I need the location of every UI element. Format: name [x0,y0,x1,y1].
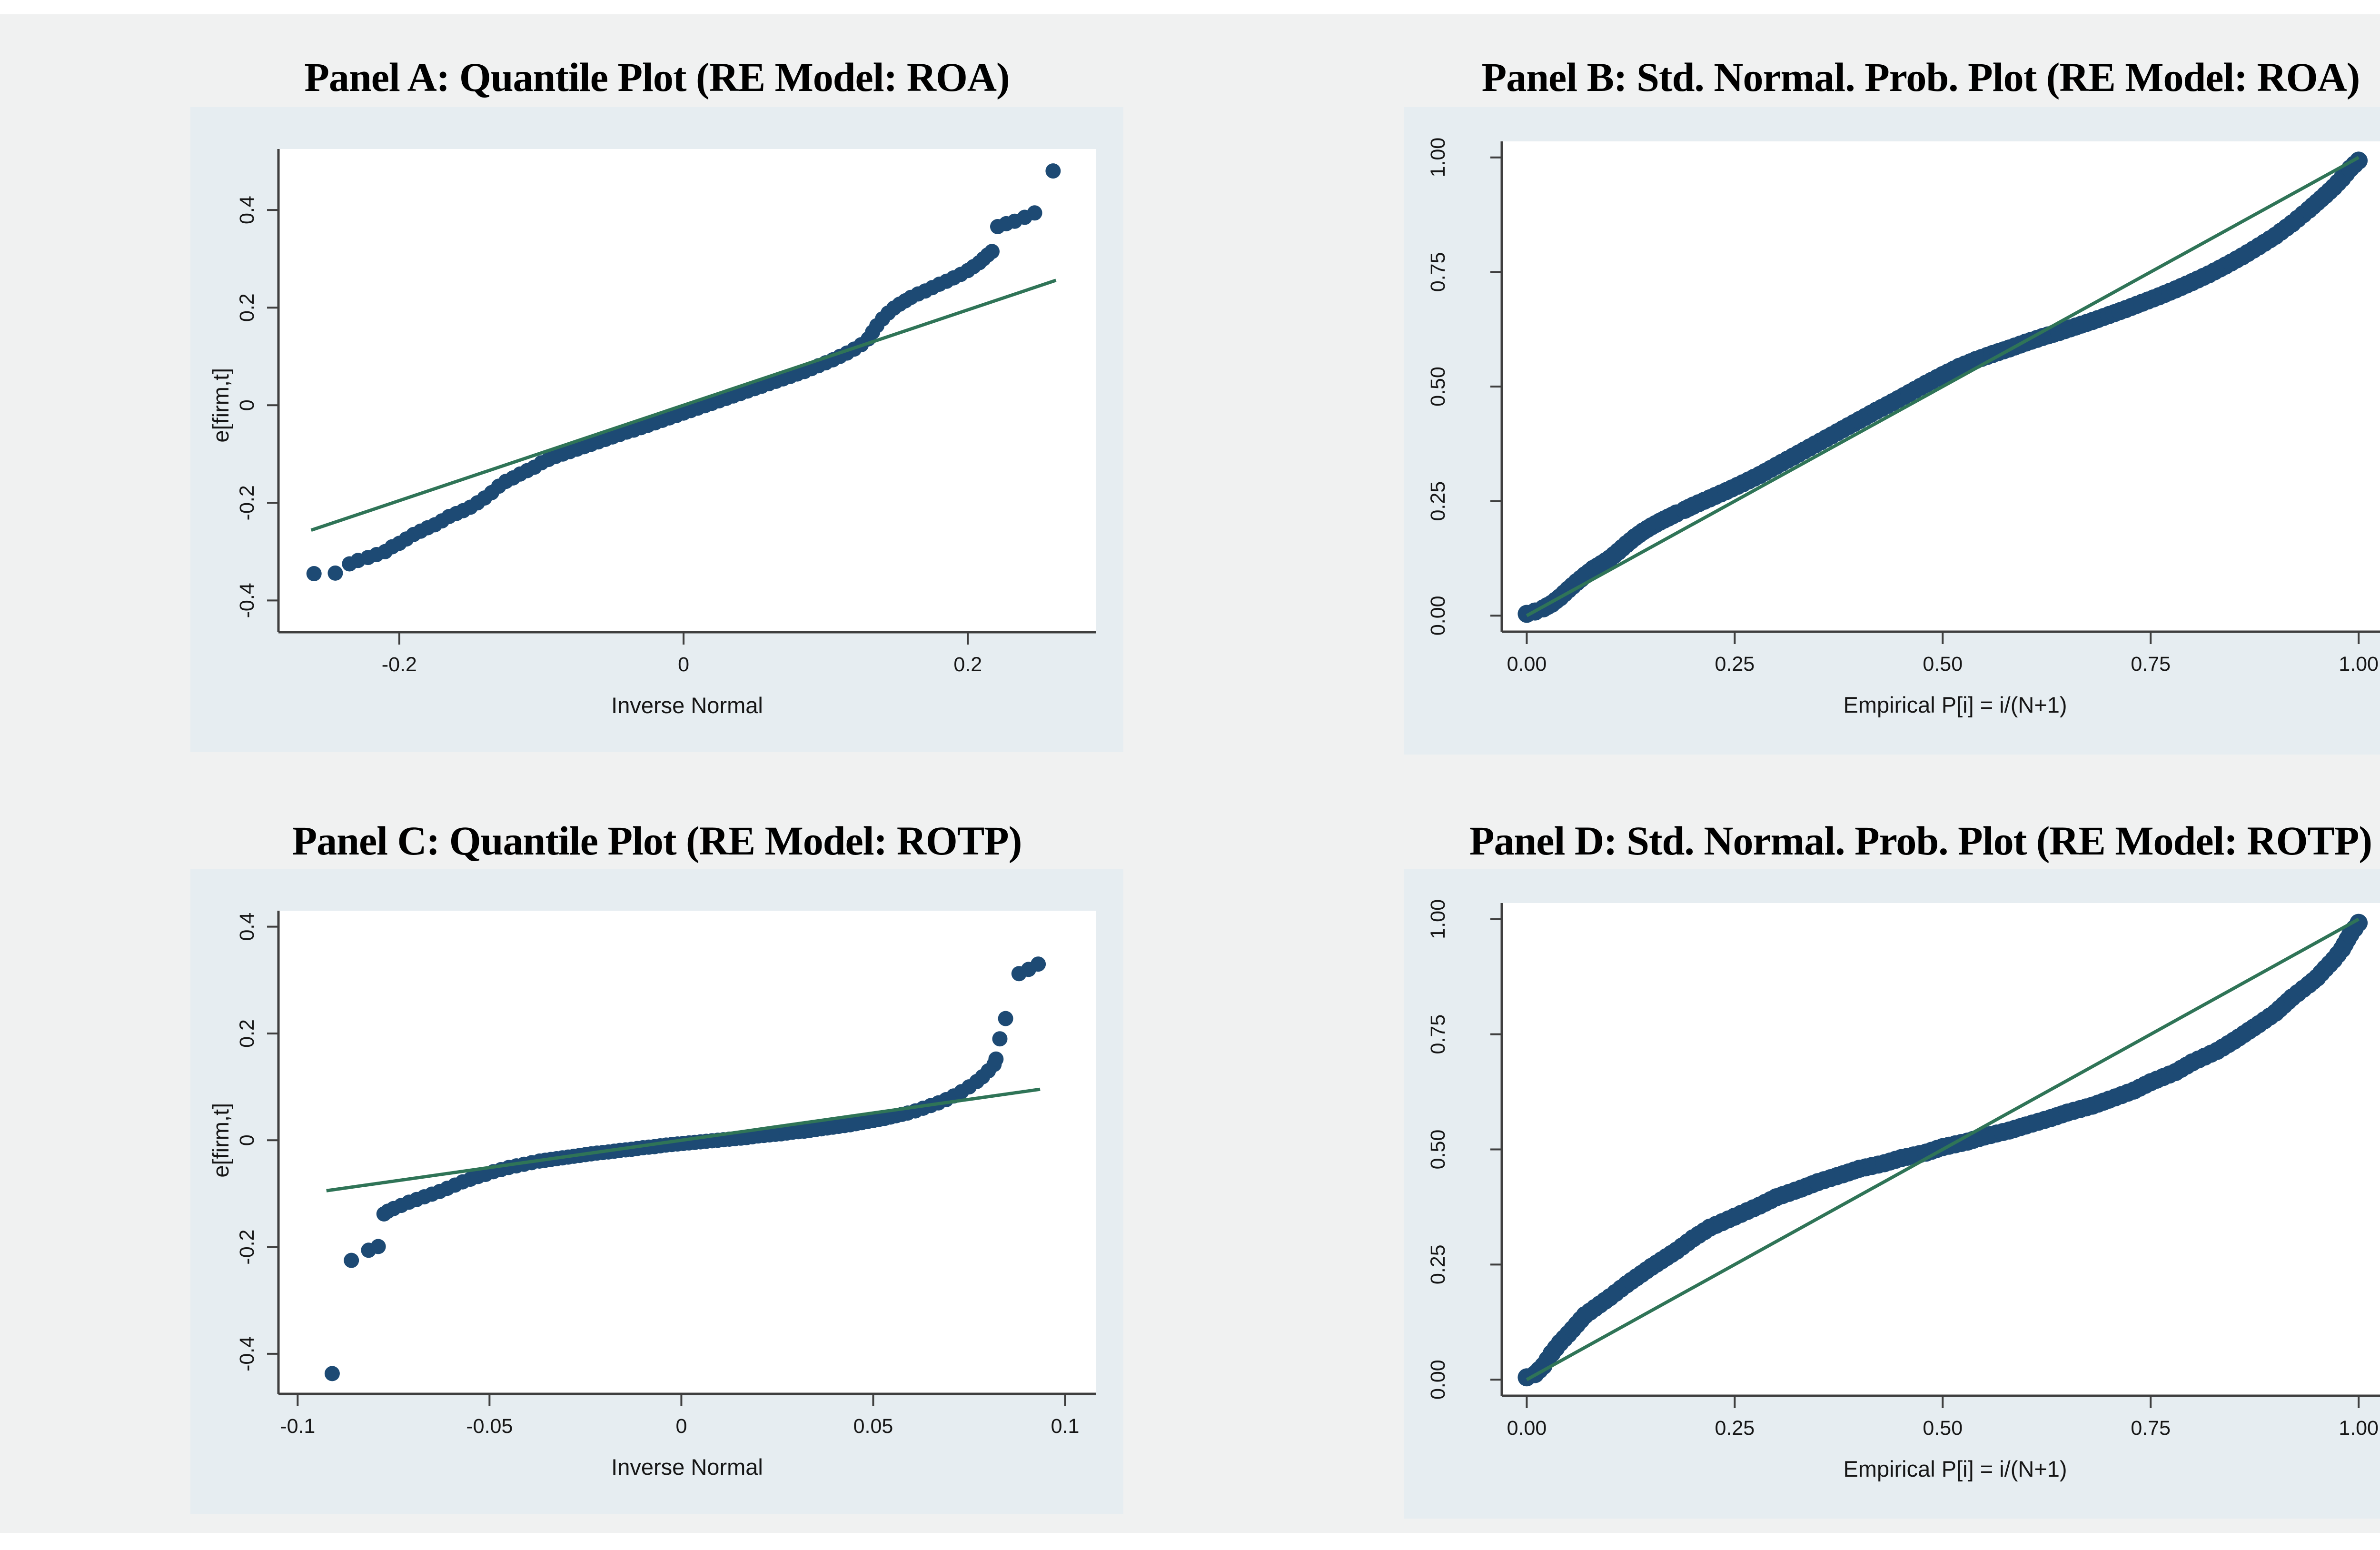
quantile-plot-rotp: -0.1 -0.05 0 0.05 0.1 -0.4 -0.2 0 0.2 0.4 Inverse … [208,911,1096,1480]
svg-text:-0.05: -0.05 [466,1415,513,1438]
svg-text:0: 0 [236,1134,258,1146]
panel-b-plot-region: 0.00 0.25 0.50 0.75 1.00 0.00 0.25 0.50 0.75 1.00… [1404,107,2380,755]
svg-text:Empirical P[i] = i/(N+1): Empirical P[i] = i/(N+1) [1843,1456,2067,1481]
panel-a-plot-region: -0.2 0 0.2 -0.4 -0.2 0 0.2 0.4 Inverse Normal e[f… [190,107,1123,752]
svg-text:e[firm,t]: e[firm,t] [208,368,233,443]
svg-text:e[firm,t]: e[firm,t] [208,1103,233,1178]
panel-a-title: Panel A: Quantile Plot (RE Model: ROA) [304,54,1010,100]
svg-text:0.00: 0.00 [1427,596,1449,636]
panel-c-plot-region: -0.1 -0.05 0 0.05 0.1 -0.4 -0.2 0 0.2 0.4 Inverse … [190,869,1123,1514]
svg-text:-0.2: -0.2 [236,1230,258,1265]
svg-text:0.75: 0.75 [2131,1417,2171,1440]
svg-text:0.05: 0.05 [853,1415,893,1438]
svg-text:0.50: 0.50 [1923,1417,1963,1440]
svg-text:0: 0 [236,399,258,411]
svg-text:-0.4: -0.4 [236,1336,258,1371]
svg-text:-0.4: -0.4 [236,583,258,618]
svg-text:1.00: 1.00 [1427,138,1449,178]
svg-text:1.00: 1.00 [1427,899,1449,939]
normal-prob-plot-rotp: 0.00 0.25 0.50 0.75 1.00 0.00 0.25 0.50 0.75 1.00… [1427,899,2380,1481]
quantile-plot-roa: -0.2 0 0.2 -0.4 -0.2 0 0.2 0.4 Inverse Normal e[f… [208,149,1096,718]
svg-text:0.1: 0.1 [1051,1415,1080,1438]
svg-text:Inverse Normal: Inverse Normal [611,693,763,718]
svg-text:Empirical P[i] = i/(N+1): Empirical P[i] = i/(N+1) [1843,692,2067,717]
svg-text:0.4: 0.4 [236,913,258,941]
svg-text:1.00: 1.00 [2339,1417,2379,1440]
normal-prob-plot-roa: 0.00 0.25 0.50 0.75 1.00 0.00 0.25 0.50 0.75 1.00… [1427,138,2380,717]
svg-text:0.25: 0.25 [1427,481,1449,521]
svg-text:0.25: 0.25 [1715,1417,1755,1440]
svg-text:0.75: 0.75 [2131,653,2171,676]
svg-text:-0.1: -0.1 [280,1415,315,1438]
panel-d-plot-region: 0.00 0.25 0.50 0.75 1.00 0.00 0.25 0.50 0.75 1.00… [1404,869,2380,1519]
svg-text:0.75: 0.75 [1427,252,1449,292]
svg-text:0.2: 0.2 [953,653,982,676]
svg-text:0: 0 [675,1415,687,1438]
svg-text:0.25: 0.25 [1715,653,1755,676]
svg-text:0.50: 0.50 [1923,653,1963,676]
svg-text:-0.2: -0.2 [382,653,417,676]
panel-d-title: Panel D: Std. Normal. Prob. Plot (RE Mod… [1469,818,2372,864]
svg-text:1.00: 1.00 [2339,653,2379,676]
svg-text:-0.2: -0.2 [236,485,258,520]
svg-text:0.50: 0.50 [1427,1130,1449,1170]
svg-text:Inverse Normal: Inverse Normal [611,1454,763,1480]
panel-b-title: Panel B: Std. Normal. Prob. Plot (RE Mod… [1481,54,2360,100]
svg-text:0.25: 0.25 [1427,1244,1449,1284]
svg-text:0.4: 0.4 [236,196,258,224]
svg-text:0.2: 0.2 [236,1019,258,1048]
svg-text:0.00: 0.00 [1507,1417,1547,1440]
svg-text:0.00: 0.00 [1507,653,1547,676]
svg-text:0.2: 0.2 [236,293,258,322]
svg-text:0.00: 0.00 [1427,1360,1449,1400]
svg-text:0.75: 0.75 [1427,1014,1449,1054]
svg-text:0.50: 0.50 [1427,367,1449,407]
panel-c-title: Panel C: Quantile Plot (RE Model: ROTP) [292,818,1022,864]
svg-text:0: 0 [678,653,689,676]
